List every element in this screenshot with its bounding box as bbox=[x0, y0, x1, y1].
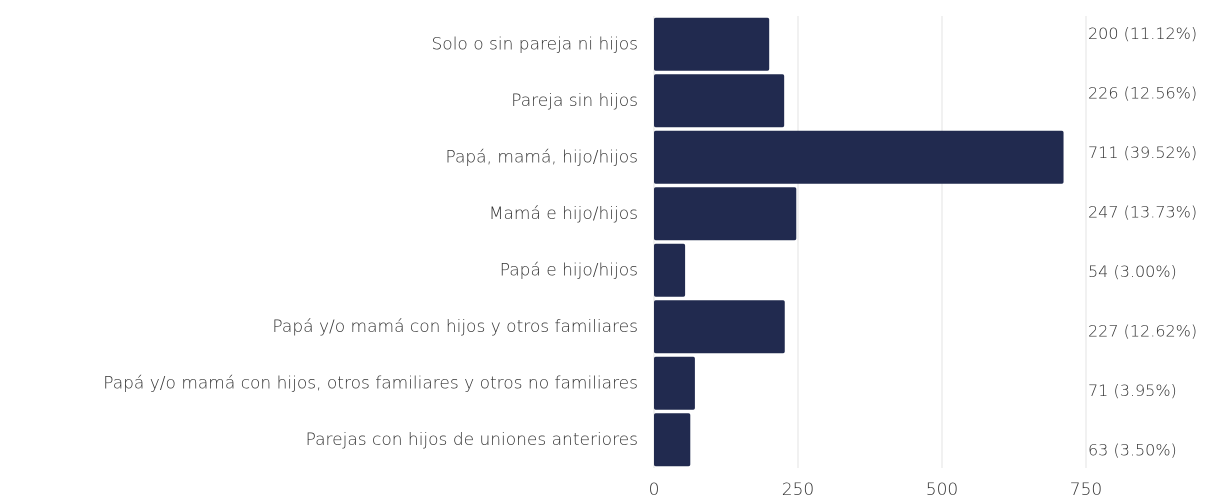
value-label: 227 (12.62%) bbox=[1088, 321, 1197, 340]
bar bbox=[654, 300, 785, 354]
value-label: 54 (3.00%) bbox=[1088, 262, 1177, 281]
y-tick-label: Mamá e hijo/hijos bbox=[489, 204, 638, 224]
y-tick-label: Pareja sin hijos bbox=[511, 91, 638, 111]
y-tick-label: Solo o sin pareja ni hijos bbox=[432, 34, 639, 54]
value-label: 226 (12.56%) bbox=[1088, 83, 1197, 102]
value-label: 63 (3.50%) bbox=[1088, 440, 1177, 459]
bar bbox=[654, 413, 691, 467]
y-tick-label: Papá y/o mamá con hijos, otros familiare… bbox=[103, 373, 638, 393]
bar bbox=[654, 243, 686, 297]
bar bbox=[654, 17, 770, 71]
x-tick-label: 500 bbox=[926, 480, 958, 498]
bar bbox=[654, 187, 797, 241]
y-tick-label: Papá y/o mamá con hijos y otros familiar… bbox=[272, 317, 638, 337]
value-label: 247 (13.73%) bbox=[1088, 202, 1197, 221]
y-tick-label: Papá, mamá, hijo/hijos bbox=[445, 147, 638, 167]
value-label: 71 (3.95%) bbox=[1088, 381, 1177, 400]
y-tick-label: Papá e hijo/hijos bbox=[500, 260, 638, 280]
y-tick-label: Parejas con hijos de uniones anteriores bbox=[306, 430, 638, 450]
value-label: 711 (39.52%) bbox=[1088, 143, 1197, 162]
x-tick-label: 250 bbox=[782, 480, 814, 498]
x-tick-label: 0 bbox=[649, 480, 660, 498]
x-tick-label: 750 bbox=[1070, 480, 1102, 498]
bar bbox=[654, 356, 695, 410]
bar bbox=[654, 74, 785, 128]
bar bbox=[654, 130, 1064, 184]
value-label: 200 (11.12%) bbox=[1088, 24, 1197, 43]
